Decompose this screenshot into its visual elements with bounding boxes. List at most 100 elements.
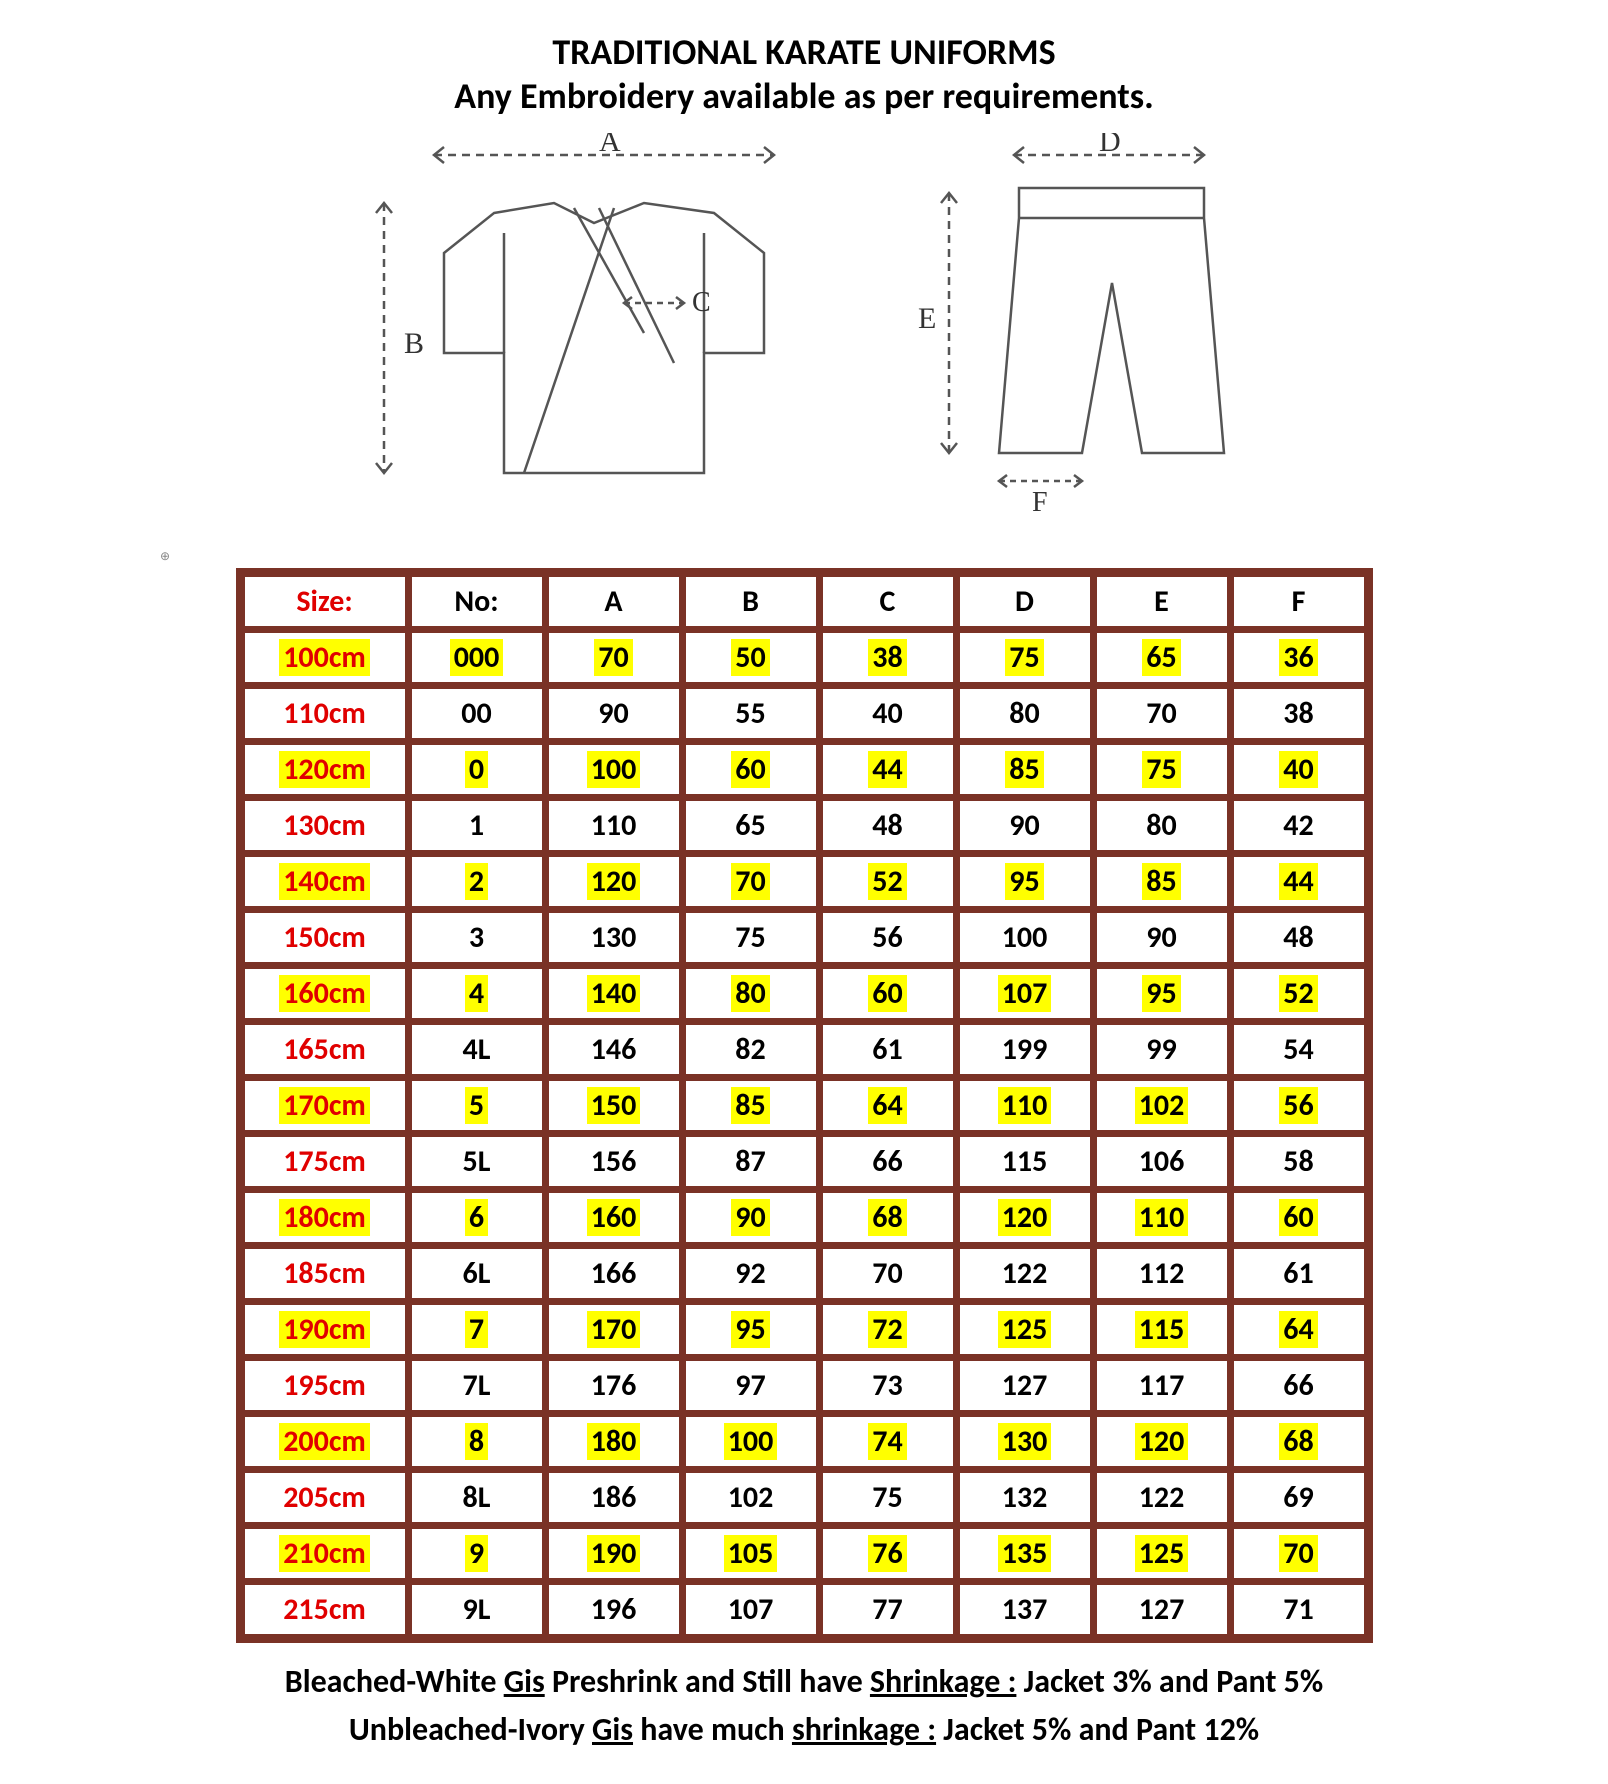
value-cell: 0 xyxy=(410,743,544,796)
value-cell: 76 xyxy=(821,1527,955,1580)
value-cell: 87 xyxy=(684,1135,818,1188)
value-cell: 125 xyxy=(958,1303,1092,1356)
size-cell: 195cm xyxy=(243,1359,407,1412)
value-cell: 64 xyxy=(1232,1303,1366,1356)
diagram-label-b: B xyxy=(404,327,424,360)
value-cell: 56 xyxy=(821,911,955,964)
value-cell: 95 xyxy=(684,1303,818,1356)
value-cell: 130 xyxy=(958,1415,1092,1468)
value-cell: 107 xyxy=(958,967,1092,1020)
value-cell: 90 xyxy=(1095,911,1229,964)
value-cell: 48 xyxy=(821,799,955,852)
value-cell: 102 xyxy=(1095,1079,1229,1132)
size-cell: 200cm xyxy=(243,1415,407,1468)
value-cell: 70 xyxy=(547,631,681,684)
value-cell: 66 xyxy=(1232,1359,1366,1412)
value-cell: 2 xyxy=(410,855,544,908)
page-title: TRADITIONAL KARATE UNIFORMS xyxy=(60,30,1548,74)
size-cell: 210cm xyxy=(243,1527,407,1580)
size-cell: 130cm xyxy=(243,799,407,852)
value-cell: 8 xyxy=(410,1415,544,1468)
page-subtitle: Any Embroidery available as per requirem… xyxy=(60,74,1548,118)
table-row: 170cm5150856411010256 xyxy=(243,1079,1366,1132)
value-cell: 107 xyxy=(684,1583,818,1636)
value-cell: 40 xyxy=(821,687,955,740)
value-cell: 73 xyxy=(821,1359,955,1412)
table-row: 195cm7L176977312711766 xyxy=(243,1359,1366,1412)
value-cell: 70 xyxy=(821,1247,955,1300)
value-cell: 44 xyxy=(821,743,955,796)
value-cell: 102 xyxy=(684,1471,818,1524)
value-cell: 125 xyxy=(1095,1527,1229,1580)
value-cell: 135 xyxy=(958,1527,1092,1580)
value-cell: 6L xyxy=(410,1247,544,1300)
value-cell: 74 xyxy=(821,1415,955,1468)
diagram-label-d: D xyxy=(1099,133,1121,158)
value-cell: 75 xyxy=(684,911,818,964)
size-cell: 180cm xyxy=(243,1191,407,1244)
value-cell: 52 xyxy=(821,855,955,908)
table-row: 160cm414080601079552 xyxy=(243,967,1366,1020)
value-cell: 72 xyxy=(821,1303,955,1356)
value-cell: 5 xyxy=(410,1079,544,1132)
value-cell: 115 xyxy=(1095,1303,1229,1356)
table-row: 200cm81801007413012068 xyxy=(243,1415,1366,1468)
value-cell: 122 xyxy=(958,1247,1092,1300)
value-cell: 80 xyxy=(684,967,818,1020)
value-cell: 55 xyxy=(684,687,818,740)
value-cell: 65 xyxy=(1095,631,1229,684)
value-cell: 95 xyxy=(958,855,1092,908)
table-row: 150cm313075561009048 xyxy=(243,911,1366,964)
table-row: 185cm6L166927012211261 xyxy=(243,1247,1366,1300)
size-cell: 140cm xyxy=(243,855,407,908)
value-cell: 50 xyxy=(684,631,818,684)
table-header-cell: E xyxy=(1095,575,1229,628)
value-cell: 132 xyxy=(958,1471,1092,1524)
value-cell: 90 xyxy=(684,1191,818,1244)
value-cell: 80 xyxy=(958,687,1092,740)
value-cell: 160 xyxy=(547,1191,681,1244)
table-header-cell: No: xyxy=(410,575,544,628)
value-cell: 106 xyxy=(1095,1135,1229,1188)
value-cell: 127 xyxy=(958,1359,1092,1412)
value-cell: 70 xyxy=(1095,687,1229,740)
value-cell: 75 xyxy=(958,631,1092,684)
value-cell: 70 xyxy=(1232,1527,1366,1580)
jacket-diagram: A B C xyxy=(344,133,804,513)
value-cell: 5L xyxy=(410,1135,544,1188)
size-cell: 160cm xyxy=(243,967,407,1020)
value-cell: 146 xyxy=(547,1023,681,1076)
value-cell: 176 xyxy=(547,1359,681,1412)
value-cell: 000 xyxy=(410,631,544,684)
value-cell: 92 xyxy=(684,1247,818,1300)
table-header-cell: Size: xyxy=(243,575,407,628)
value-cell: 71 xyxy=(1232,1583,1366,1636)
value-cell: 115 xyxy=(958,1135,1092,1188)
size-cell: 170cm xyxy=(243,1079,407,1132)
footer-line-1: Bleached-White Gis Preshrink and Still h… xyxy=(60,1658,1548,1706)
value-cell: 42 xyxy=(1232,799,1366,852)
diagram-label-e: E xyxy=(918,302,936,335)
value-cell: 75 xyxy=(821,1471,955,1524)
value-cell: 6 xyxy=(410,1191,544,1244)
table-row: 120cm01006044857540 xyxy=(243,743,1366,796)
value-cell: 80 xyxy=(1095,799,1229,852)
value-cell: 68 xyxy=(1232,1415,1366,1468)
table-body: 100cm000705038756536110cm009055408070381… xyxy=(243,631,1366,1636)
value-cell: 137 xyxy=(958,1583,1092,1636)
value-cell: 68 xyxy=(821,1191,955,1244)
size-cell: 215cm xyxy=(243,1583,407,1636)
value-cell: 100 xyxy=(684,1415,818,1468)
value-cell: 60 xyxy=(684,743,818,796)
value-cell: 110 xyxy=(958,1079,1092,1132)
value-cell: 100 xyxy=(958,911,1092,964)
value-cell: 100 xyxy=(547,743,681,796)
table-row: 165cm4L14682611999954 xyxy=(243,1023,1366,1076)
value-cell: 60 xyxy=(1232,1191,1366,1244)
value-cell: 150 xyxy=(547,1079,681,1132)
diagram-row: A B C D E xyxy=(60,133,1548,513)
size-chart-table: Size:No:ABCDEF 100cm000705038756536110cm… xyxy=(236,568,1373,1643)
value-cell: 120 xyxy=(547,855,681,908)
value-cell: 8L xyxy=(410,1471,544,1524)
pants-diagram: D E F xyxy=(904,133,1264,513)
